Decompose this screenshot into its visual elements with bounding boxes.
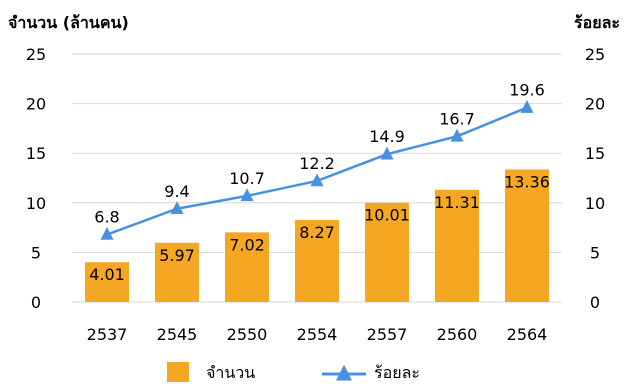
y-right-tick-label: 15	[585, 144, 605, 163]
axes: จำนวน (ล้านคน) ร้อยละ 0 5 10 15 20 25 0 5 10 15 20…	[8, 13, 620, 344]
y-left-tick-label: 15	[26, 144, 46, 163]
x-tick-label: 2564	[507, 325, 548, 344]
line-marker	[100, 226, 114, 240]
bar	[295, 219, 339, 302]
line-value-label: 9.4	[164, 182, 189, 201]
line-value-label: 14.9	[369, 127, 405, 146]
data-labels: 4.01 5.97 7.02 8.27 10.01 11.31 13.36 6.8 9.4 10.…	[89, 81, 550, 285]
bar-value-label: 11.31	[434, 193, 480, 212]
bar-value-label: 7.02	[229, 235, 265, 254]
x-tick-label: 2550	[227, 325, 268, 344]
bar	[435, 189, 479, 302]
line-value-label: 16.7	[439, 109, 475, 128]
y-left-tick-label: 5	[31, 243, 41, 262]
gridlines	[72, 53, 562, 303]
bar	[85, 262, 129, 302]
legend-line-marker	[336, 364, 352, 381]
bar-series	[85, 169, 549, 302]
line-value-label: 19.6	[509, 81, 545, 100]
x-tick-label: 2557	[367, 325, 408, 344]
line-value-label: 10.7	[229, 169, 265, 188]
bar	[365, 202, 409, 302]
y-axis-left-title: จำนวน (ล้านคน)	[8, 13, 129, 32]
y-left-tick-label: 0	[31, 293, 41, 312]
bar-value-label: 10.01	[364, 206, 410, 225]
line-marker	[450, 128, 464, 142]
legend-bar-swatch	[167, 362, 189, 382]
y-left-tick-label: 25	[26, 45, 46, 64]
line-marker	[380, 146, 394, 160]
line-marker	[170, 201, 184, 215]
y-right-tick-label: 5	[590, 243, 600, 262]
y-right-tick-label: 0	[590, 293, 600, 312]
y-axis-right-title: ร้อยละ	[574, 13, 620, 32]
line-series	[100, 99, 534, 240]
line-value-label: 6.8	[94, 208, 119, 227]
bar	[505, 169, 549, 302]
legend: จำนวน ร้อยละ	[167, 362, 420, 382]
y-right-tick-label: 10	[585, 194, 605, 213]
bar-value-label: 5.97	[159, 246, 195, 265]
x-tick-label: 2537	[87, 325, 128, 344]
line-marker	[240, 188, 254, 202]
bar	[155, 242, 199, 302]
x-tick-label: 2560	[437, 325, 478, 344]
bar-value-label: 4.01	[89, 265, 125, 284]
x-tick-label: 2545	[157, 325, 198, 344]
y-right-tick-label: 25	[585, 45, 605, 64]
line-value-label: 12.2	[299, 154, 335, 173]
legend-bar-label: จำนวน	[206, 363, 255, 382]
bar-value-label: 13.36	[504, 172, 550, 191]
x-tick-label: 2554	[297, 325, 338, 344]
bar-value-label: 8.27	[299, 223, 335, 242]
line-marker	[520, 99, 534, 113]
line-marker	[310, 173, 324, 187]
y-right-tick-label: 20	[585, 95, 605, 114]
y-left-tick-label: 20	[26, 95, 46, 114]
bar	[225, 232, 269, 302]
legend-line-label: ร้อยละ	[374, 363, 420, 382]
y-left-tick-label: 10	[26, 194, 46, 213]
